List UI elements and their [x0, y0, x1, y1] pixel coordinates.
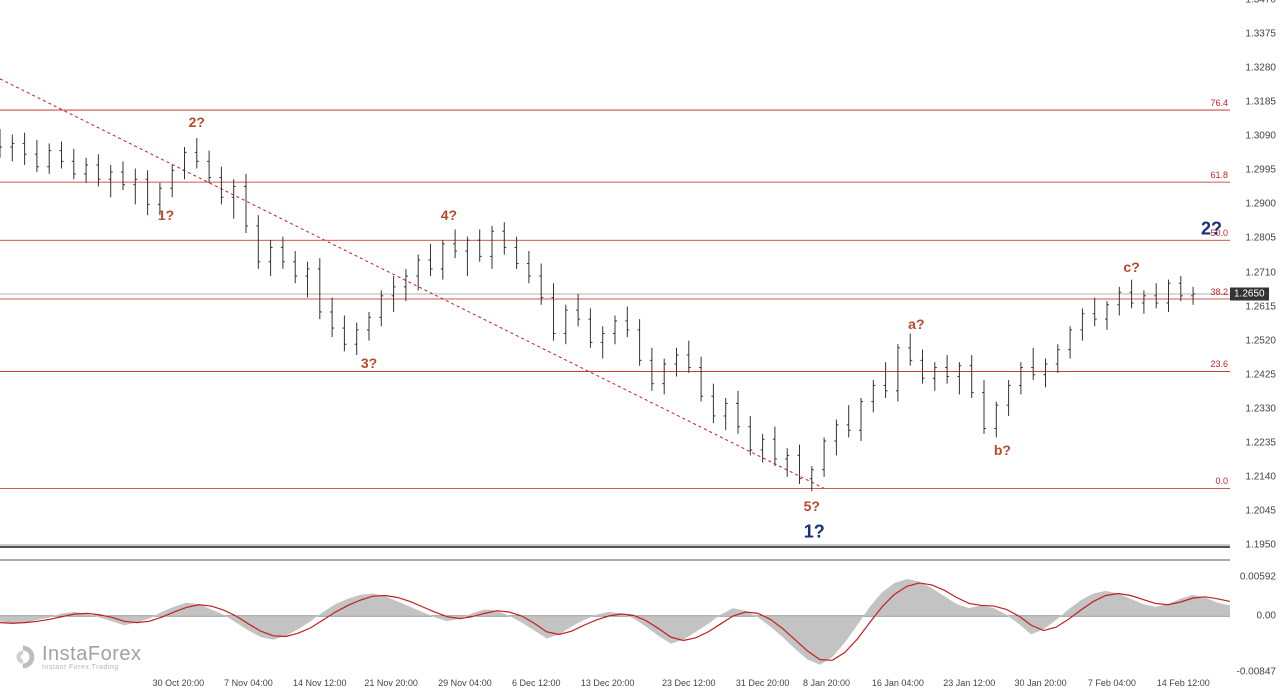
wave-label: 5?	[804, 498, 820, 514]
indicator-y-tick: 0.00	[1257, 611, 1276, 622]
y-tick: 1.2995	[1245, 165, 1276, 176]
y-tick: 1.1950	[1245, 540, 1276, 551]
wave-label: 1?	[158, 207, 174, 223]
x-tick: 30 Oct 20:00	[153, 678, 205, 688]
fib-label: 76.4	[1210, 98, 1228, 108]
y-tick: 1.3185	[1245, 97, 1276, 108]
x-tick: 29 Nov 04:00	[438, 678, 492, 688]
y-tick: 1.2710	[1245, 267, 1276, 278]
fib-label: 0.0	[1215, 476, 1228, 486]
x-tick: 14 Feb 12:00	[1157, 678, 1210, 688]
x-axis: 30 Oct 20:00 7 Nov 04:00 14 Nov 12:00 21 No…	[0, 675, 1230, 689]
y-tick: 1.2900	[1245, 199, 1276, 210]
wave-label: 3?	[361, 355, 377, 371]
fib-label: 38.2	[1210, 287, 1228, 297]
x-tick: 30 Jan 20:00	[1015, 678, 1067, 688]
wave-label: c?	[1123, 259, 1139, 275]
wave-label: 2?	[189, 114, 205, 130]
x-tick: 7 Nov 04:00	[224, 678, 273, 688]
plot-area[interactable]: 0.023.638.250.061.876.4100.0 1?2?3?4?5?a…	[0, 0, 1230, 689]
watermark-brand: InstaForex	[42, 643, 141, 666]
fib-label: 23.6	[1210, 359, 1228, 369]
chart-root: 1.1950 1.2045 1.2140 1.2235 1.2330 1.2425 1.25…	[0, 0, 1280, 689]
y-tick: 1.2615	[1245, 301, 1276, 312]
y-tick: 1.3090	[1245, 131, 1276, 142]
wave-label: 1?	[804, 522, 825, 543]
indicator-y-tick: 0.00592	[1240, 571, 1276, 582]
y-tick: 1.2235	[1245, 437, 1276, 448]
logo-icon	[10, 644, 36, 670]
x-tick: 23 Dec 12:00	[662, 678, 716, 688]
indicator-y-tick: -0.00847	[1237, 667, 1276, 678]
x-tick: 13 Dec 20:00	[581, 678, 635, 688]
y-tick: 1.3280	[1245, 63, 1276, 74]
x-tick: 8 Jan 20:00	[803, 678, 850, 688]
x-tick: 21 Nov 20:00	[364, 678, 418, 688]
y-tick: 1.2045	[1245, 505, 1276, 516]
y-tick: 1.2425	[1245, 369, 1276, 380]
x-tick: 16 Jan 04:00	[872, 678, 924, 688]
wave-label: a?	[908, 316, 924, 332]
y-tick: 1.2330	[1245, 403, 1276, 414]
y-tick: 1.3375	[1245, 29, 1276, 40]
x-tick: 7 Feb 04:00	[1088, 678, 1136, 688]
x-tick: 31 Dec 20:00	[736, 678, 790, 688]
x-tick: 14 Nov 12:00	[293, 678, 347, 688]
price-flag: 1.2650	[1230, 288, 1269, 301]
wave-label: 2?	[1201, 219, 1222, 240]
y-tick: 1.2520	[1245, 335, 1276, 346]
y-tick: 1.2140	[1245, 471, 1276, 482]
fib-label: 61.8	[1210, 170, 1228, 180]
wave-label: 4?	[441, 207, 457, 223]
indicator-y-axis: -0.008470.000.00592	[1230, 560, 1280, 672]
wave-label: b?	[994, 442, 1011, 458]
y-tick: 1.3470	[1245, 0, 1276, 6]
price-svg	[0, 0, 1230, 689]
watermark: InstaForex Instant Forex Trading	[10, 643, 141, 671]
x-tick: 6 Dec 12:00	[512, 678, 561, 688]
x-tick: 23 Jan 12:00	[943, 678, 995, 688]
y-tick: 1.2805	[1245, 233, 1276, 244]
